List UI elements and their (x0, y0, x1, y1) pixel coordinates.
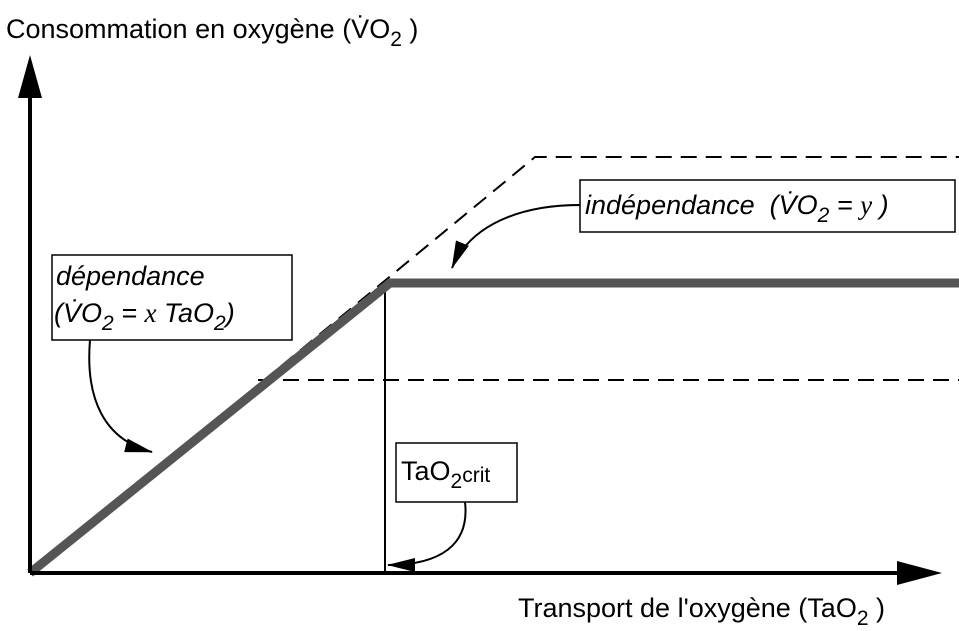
critical-arrow (387, 501, 467, 572)
y-axis-label: Consommation en oxygène (V̇O2 ) (6, 14, 418, 51)
consumption-curve (27, 278, 959, 577)
dependence-arrow (88, 339, 153, 453)
y-arrow (18, 55, 42, 98)
dependence-label-2: (V̇O2 = x TaO2) (54, 298, 235, 335)
critical-box (395, 442, 518, 503)
independence-arrow (451, 204, 581, 269)
x-arrow (897, 561, 942, 585)
dependence-label-1: dépendance (56, 261, 205, 291)
independence-label: indépendance (V̇O2 = y ) (585, 190, 889, 227)
dependence-box (51, 254, 293, 341)
independence-box (579, 179, 956, 233)
critical-label: TaO2crit (401, 456, 490, 493)
dashed-max (29, 156, 959, 574)
x-axis-label: Transport de l'oxygène (TaO2 ) (518, 593, 885, 630)
